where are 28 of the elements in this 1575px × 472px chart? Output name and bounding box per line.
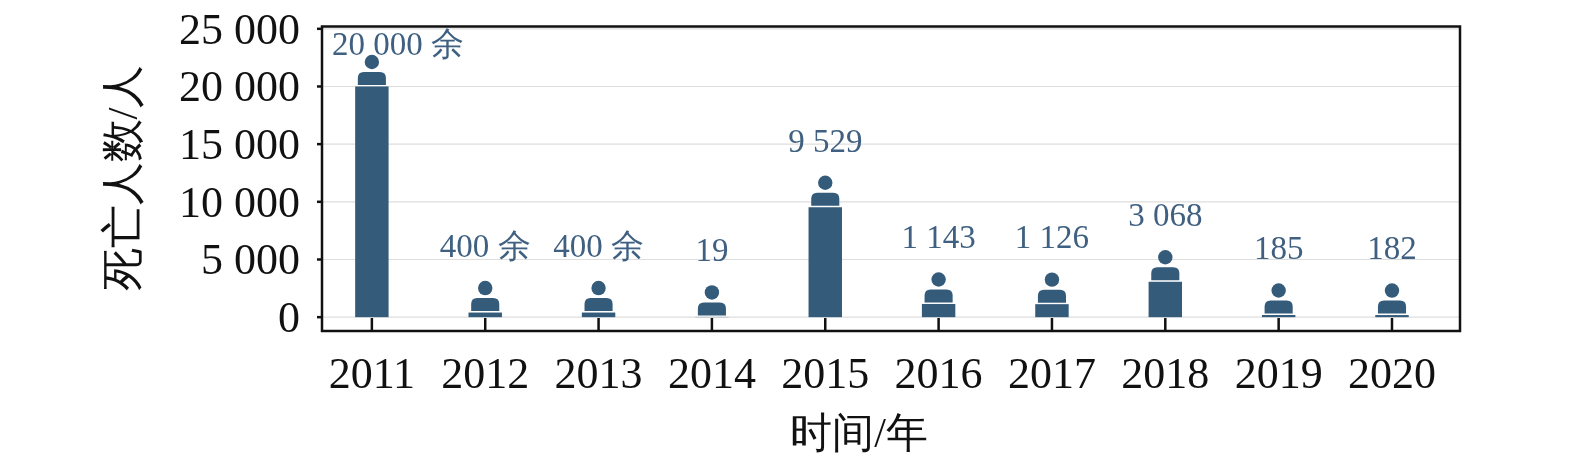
x-axis-title: 时间/年 bbox=[790, 410, 928, 456]
x-tick-label: 2013 bbox=[554, 349, 643, 398]
data-label: 20 000 余 bbox=[332, 25, 464, 62]
data-label: 9 529 bbox=[788, 122, 863, 159]
y-tick-label: 5 000 bbox=[201, 235, 300, 285]
y-tick-label: 0 bbox=[278, 293, 300, 343]
x-tick-label: 2018 bbox=[1121, 349, 1210, 398]
x-tick-label: 2014 bbox=[667, 349, 756, 398]
data-label: 400 余 bbox=[439, 227, 531, 264]
data-label: 185 bbox=[1253, 230, 1304, 267]
y-tick-label: 15 000 bbox=[179, 120, 300, 170]
x-tick-label: 2020 bbox=[1347, 349, 1436, 398]
x-tick-label: 2015 bbox=[781, 349, 870, 398]
y-tick-label: 25 000 bbox=[179, 4, 300, 54]
data-label: 3 068 bbox=[1128, 197, 1203, 234]
x-tick-label: 2012 bbox=[441, 349, 530, 398]
y-tick-label: 20 000 bbox=[179, 62, 300, 112]
x-tick-label: 2017 bbox=[1007, 349, 1096, 398]
x-tick-label: 2016 bbox=[894, 349, 983, 398]
data-label: 1 126 bbox=[1014, 219, 1090, 256]
data-label: 19 bbox=[695, 232, 729, 269]
x-tick-label: 2019 bbox=[1234, 349, 1323, 398]
y-tick-label: 10 000 bbox=[179, 177, 300, 227]
y-axis-title: 死亡人数/人 bbox=[99, 64, 146, 292]
data-label: 1 143 bbox=[901, 219, 976, 256]
data-label: 400 余 bbox=[553, 227, 644, 264]
x-tick-label: 2011 bbox=[328, 349, 416, 398]
data-label: 182 bbox=[1367, 230, 1417, 267]
